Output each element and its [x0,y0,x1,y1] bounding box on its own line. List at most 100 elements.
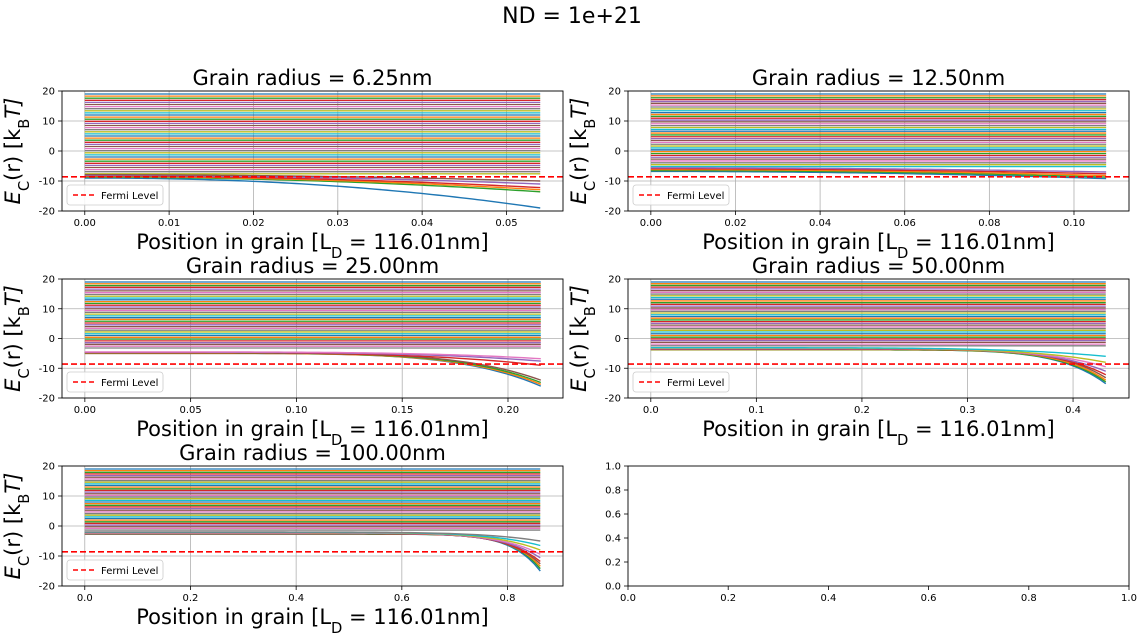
y-tick-label: -20 [39,582,55,593]
axes-frame [627,465,1130,587]
y-tick-label: 10 [608,304,621,315]
subplot-title: Grain radius = 100.00nm [179,441,446,465]
subplot-3: 0.00 0.05 0.10 0.15 0.20 -20 -10 0 10 20 Grain rad… [1,254,564,449]
x-tick-label: 0.4 [288,593,304,604]
x-tick-label: 0.01 [158,218,180,229]
y-tick-label: 10 [608,117,621,128]
subplot-4: 0.0 0.1 0.2 0.3 0.4 -20 -10 0 10 20 Grain radius =… [567,254,1130,449]
series-line-bent [650,168,1107,175]
subplot-1: 0.00 0.01 0.02 0.03 0.04 0.05 -20 -10 0 10 20 Grain… [1,66,564,262]
legend-box [632,184,730,206]
x-tick-label: 0.20 [497,405,519,416]
legend-label: Fermi Level [101,378,158,389]
y-tick-label: -10 [39,364,55,375]
series-group [628,281,1129,385]
x-tick-label: 0.4 [820,593,836,604]
legend-box [66,371,164,393]
x-tick-label: 0.0 [620,593,636,604]
y-tick-label: 0.6 [605,510,621,521]
x-tick-label: 0.2 [720,593,736,604]
y-tick-label: 1.0 [605,462,621,473]
x-tick-label: 0.4 [1065,405,1081,416]
y-tick-label: 0 [49,147,55,158]
series-group [62,281,563,387]
y-tick-label: 10 [42,492,55,503]
series-line-bent [650,167,1107,173]
y-axis-label: EC(r) [kBT] [1,285,33,392]
x-tick-label: 0.00 [74,405,96,416]
x-tick-label: 0.06 [894,218,916,229]
subplot-title: Grain radius = 50.00nm [752,254,1005,278]
x-tick-label: 0.15 [391,405,413,416]
x-tick-label: 0.05 [495,218,517,229]
subplot-6: 0.0 0.2 0.4 0.6 0.8 1.0 0.0 0.2 0.4 0.6 0.8 1.0 [605,462,1137,605]
subplot-5: 0.0 0.2 0.4 0.6 0.8 -20 -10 0 10 20 Grain radius =… [1,441,564,637]
y-tick-label: 0 [615,334,621,345]
y-tick-label: 20 [42,275,55,286]
y-tick-label: 10 [42,117,55,128]
series-line-bent [84,532,541,562]
x-axis-label: Position in grain [LD = 116.01nm] [136,605,489,637]
x-tick-label: 0.2 [854,405,870,416]
series-line-bent [84,531,541,542]
y-tick-label: 20 [42,87,55,98]
x-axis-label: Position in grain [LD = 116.01nm] [702,417,1055,449]
figure-suptitle: ND = 1e+21 [502,4,642,29]
series-line-bent [650,169,1107,178]
y-tick-label: 20 [608,87,621,98]
x-tick-label: 0.02 [724,218,746,229]
x-tick-label: 0.00 [74,218,96,229]
legend-label: Fermi Level [101,566,158,577]
legend-label: Fermi Level [101,191,158,202]
series-line-bent [84,174,541,182]
subplot-title: Grain radius = 12.50nm [752,66,1005,90]
legend-box [632,371,730,393]
subplot-title: Grain radius = 25.00nm [186,254,439,278]
series-line-bent [84,351,541,360]
x-tick-label: 0.2 [183,593,199,604]
x-tick-label: 0.03 [327,218,349,229]
x-tick-label: 0.05 [180,405,202,416]
x-tick-label: 0.8 [1021,593,1037,604]
y-tick-label: 20 [608,275,621,286]
y-tick-label: 0.8 [605,486,621,497]
y-tick-label: -20 [39,207,55,218]
series-group [62,93,563,209]
x-tick-label: 0.1 [748,405,764,416]
x-tick-label: 0.3 [960,405,976,416]
x-tick-label: 0.6 [394,593,410,604]
x-tick-label: 0.04 [809,218,831,229]
x-axis-label: Position in grain [LD = 116.01nm] [136,417,489,449]
y-tick-label: 0.0 [605,582,621,593]
subplot-panels: 0.00 0.01 0.02 0.03 0.04 0.05-20-1001020Grain… [1,66,1137,637]
y-tick-label: 0.4 [605,534,621,545]
y-tick-label: -10 [39,177,55,188]
y-tick-label: -20 [39,394,55,405]
y-tick-label: 0.2 [605,558,621,569]
y-tick-label: -10 [605,364,621,375]
series-line-bent [84,177,541,209]
series-line-bent [84,533,541,565]
y-tick-label: -10 [39,552,55,563]
x-tick-label: 0.04 [411,218,433,229]
x-tick-label: 0.00 [640,218,662,229]
x-tick-label: 0.10 [285,405,307,416]
legend-box [66,184,164,206]
x-tick-label: 0.02 [242,218,264,229]
y-axis-label: EC(r) [kBT] [567,98,599,205]
y-axis-label: EC(r) [kBT] [1,98,33,205]
x-tick-label: 0.6 [921,593,937,604]
y-tick-label: 0 [49,522,55,533]
y-tick-label: -20 [605,207,621,218]
x-axis-label: Position in grain [LD = 116.01nm] [702,230,1055,262]
y-tick-label: -10 [605,177,621,188]
x-tick-label: 0.8 [500,593,516,604]
y-axis-label: EC(r) [kBT] [567,285,599,392]
subplot-2: 0.00 0.02 0.04 0.06 0.08 0.10 -20 -10 0 10 20 Grain… [567,66,1130,262]
x-tick-label: 0.0 [643,405,659,416]
series-line-bent [650,168,1107,177]
y-tick-label: 20 [42,462,55,473]
x-tick-label: 0.08 [978,218,1000,229]
series-line-bent [650,170,1107,180]
